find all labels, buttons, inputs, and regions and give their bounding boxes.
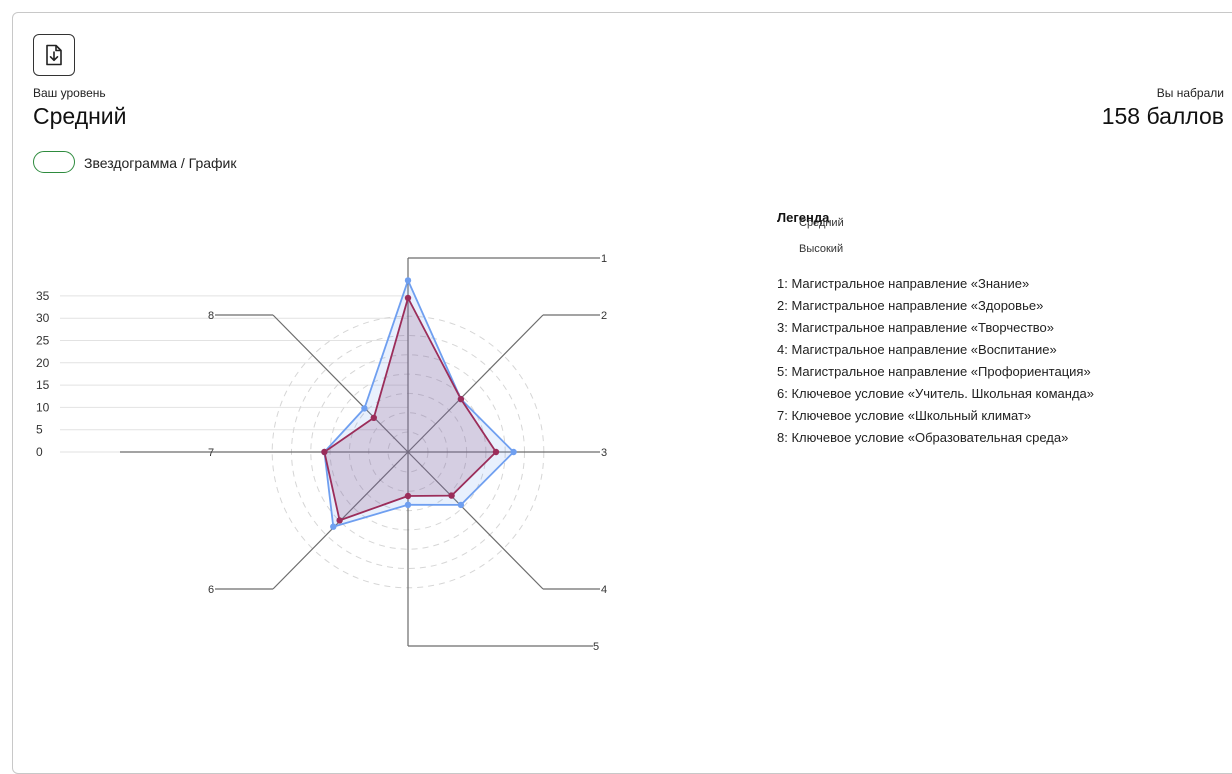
series-high-point: [404, 501, 412, 508]
axis-spoke: [407, 451, 544, 590]
axis-label: 6: [208, 584, 214, 596]
axis-label: 8: [208, 310, 214, 322]
axis-legend-item: 2: Магистральное направление «Здоровье»: [777, 298, 1044, 313]
series-medium-point: [336, 517, 343, 524]
score-value: 158 баллов: [1101, 103, 1224, 129]
chart-view-toggle-label: Звездограмма / График: [84, 155, 237, 171]
download-button[interactable]: [33, 34, 75, 76]
tick-label: 5: [36, 423, 43, 437]
chart-view-toggle[interactable]: [33, 151, 75, 173]
series-medium-point: [448, 492, 455, 499]
legend-series-high: Высокий: [799, 243, 844, 255]
axis-label: 3: [601, 447, 607, 459]
tick-label: 20: [36, 356, 50, 370]
axis-spoke: [407, 314, 544, 453]
series-medium-point: [404, 492, 412, 500]
legend-title: Легенда: [777, 210, 830, 225]
axis-label: 7: [208, 447, 214, 459]
tick-label: 30: [36, 311, 50, 325]
axis-legend-item: 7: Ключевое условие «Школьный климат»: [777, 408, 1032, 423]
tick-label: 0: [36, 445, 43, 459]
series-high-point: [510, 448, 517, 456]
series-medium-point: [321, 448, 328, 456]
series-high-point: [361, 405, 368, 412]
series-medium-point: [404, 294, 412, 302]
axis-label: 5: [593, 641, 599, 653]
series-medium-point: [492, 448, 500, 456]
axis-legend-item: 4: Магистральное направление «Воспитание…: [777, 342, 1057, 357]
axis-legend-item: 8: Ключевое условие «Образовательная сре…: [777, 430, 1069, 445]
axis-label: 1: [601, 253, 607, 265]
level-caption: Ваш уровень: [33, 86, 106, 100]
axis-legend-item: 3: Магистральное направление «Творчество…: [777, 320, 1055, 335]
series-high-point: [404, 277, 412, 284]
tick-label: 25: [36, 334, 50, 348]
tick-label: 10: [36, 400, 50, 414]
axis-label: 2: [601, 310, 607, 322]
series-high-point: [330, 523, 337, 530]
axis-legend-item: 5: Магистральное направление «Профориент…: [777, 364, 1091, 379]
level-value: Средний: [33, 103, 127, 129]
axis-legend-item: 1: Магистральное направление «Знание»: [777, 276, 1030, 291]
results-panel: [12, 12, 1232, 774]
axis-legend-item: 6: Ключевое условие «Учитель. Школьная к…: [777, 386, 1095, 401]
axis-spoke: [272, 314, 409, 453]
tick-label: 35: [36, 289, 50, 303]
axis-label: 4: [601, 584, 607, 596]
series-medium-point: [370, 414, 377, 421]
legend-series-medium: Средний: [799, 217, 844, 229]
tick-label: 15: [36, 378, 50, 392]
series-high-point: [457, 501, 465, 509]
score-caption: Вы набрали: [1156, 86, 1224, 100]
series-medium-point: [457, 395, 465, 403]
axis-legend-list: 1: Магистральное направление «Знание» 2:…: [777, 276, 1094, 452]
file-download-icon: [46, 44, 62, 66]
radar-chart: 0 5 10 15 20 25 30 35 1 2 3 4 5 6 7 8: [36, 253, 607, 653]
